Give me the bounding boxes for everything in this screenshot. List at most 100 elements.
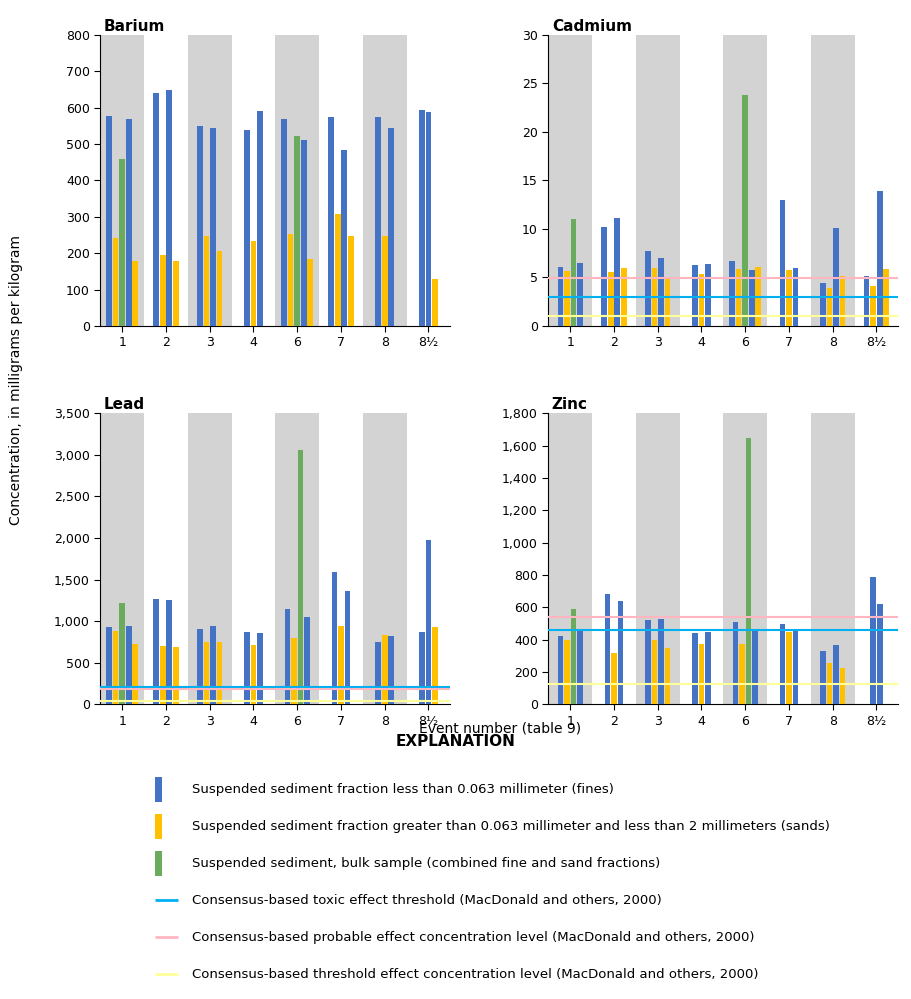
Bar (620, 268, 626, 326)
Bar (792, 630, 797, 704)
Bar (338, 626, 343, 704)
Bar (752, 629, 757, 704)
Text: Concentration, in milligrams per kilogram: Concentration, in milligrams per kilogra… (9, 235, 24, 524)
Bar (577, 630, 582, 704)
Bar (745, 438, 751, 704)
Bar (257, 632, 262, 704)
Text: Zinc: Zinc (551, 398, 588, 413)
Bar (126, 626, 131, 704)
Bar (607, 272, 613, 326)
Bar (344, 590, 350, 704)
Text: Barium: Barium (104, 19, 165, 34)
Bar (883, 269, 888, 326)
Bar (153, 93, 159, 326)
Bar (375, 117, 381, 326)
Bar (132, 261, 138, 326)
Bar (210, 626, 216, 704)
Bar (173, 261, 179, 326)
Bar (244, 632, 250, 704)
Bar (722, 414, 766, 704)
Bar (251, 241, 256, 326)
Bar (304, 617, 310, 704)
Bar (288, 234, 293, 326)
Bar (106, 116, 112, 326)
Bar (742, 95, 747, 326)
Bar (869, 286, 875, 326)
Bar (839, 668, 844, 704)
Bar (126, 119, 131, 326)
Bar (833, 645, 838, 704)
Bar (779, 624, 784, 704)
Bar (704, 632, 710, 704)
Bar (363, 414, 406, 704)
Bar (833, 228, 838, 326)
Bar (382, 635, 387, 704)
Bar (275, 414, 319, 704)
Bar (217, 252, 222, 326)
Bar (113, 631, 118, 704)
Bar (825, 288, 832, 326)
Bar (341, 150, 347, 326)
Bar (548, 414, 591, 704)
Bar (294, 137, 300, 326)
Bar (363, 35, 406, 326)
Bar (635, 414, 679, 704)
Bar (106, 627, 112, 704)
Bar (159, 646, 165, 704)
Bar (563, 640, 569, 704)
Bar (810, 414, 854, 704)
Bar (563, 271, 569, 326)
Bar (839, 276, 844, 326)
Bar (557, 267, 563, 326)
Bar (617, 600, 622, 704)
Text: Consensus-based threshold effect concentration level (MacDonald and others, 2000: Consensus-based threshold effect concent… (191, 967, 757, 981)
Bar (281, 119, 287, 326)
Bar (557, 636, 563, 704)
Bar (418, 110, 425, 326)
Bar (301, 140, 306, 326)
Bar (748, 270, 753, 326)
Bar (658, 258, 663, 326)
Bar (664, 647, 670, 704)
Bar (570, 219, 576, 326)
Bar (722, 35, 766, 326)
Bar (735, 269, 741, 326)
Bar (754, 267, 761, 326)
Bar (197, 126, 202, 326)
Bar (307, 259, 312, 326)
Bar (297, 451, 303, 704)
Text: Consensus-based probable effect concentration level (MacDonald and others, 2000): Consensus-based probable effect concentr… (191, 930, 753, 944)
Bar (425, 540, 431, 704)
Bar (284, 609, 290, 704)
Bar (610, 652, 616, 704)
Bar (704, 264, 710, 326)
Text: EXPLANATION: EXPLANATION (395, 734, 516, 749)
Bar (210, 128, 216, 326)
Text: Suspended sediment fraction greater than 0.063 millimeter and less than 2 millim: Suspended sediment fraction greater than… (191, 819, 828, 833)
Bar (188, 414, 231, 704)
Bar (119, 159, 125, 326)
Bar (785, 270, 791, 326)
Bar (570, 609, 576, 704)
Bar (100, 35, 144, 326)
Bar (275, 35, 319, 326)
Bar (432, 279, 437, 326)
Text: Suspended sediment, bulk sample (combined fine and sand fractions): Suspended sediment, bulk sample (combine… (191, 856, 659, 870)
Bar (779, 200, 784, 326)
Bar (100, 414, 144, 704)
Bar (729, 261, 734, 326)
Bar (166, 600, 172, 704)
Bar (188, 35, 231, 326)
Bar (203, 236, 209, 326)
Bar (257, 111, 262, 326)
Bar (432, 627, 437, 704)
Bar (388, 636, 394, 704)
Bar (691, 265, 697, 326)
Bar (382, 236, 387, 326)
Bar (197, 629, 202, 704)
Text: Consensus-based toxic effect threshold (MacDonald and others, 2000): Consensus-based toxic effect threshold (… (191, 893, 660, 907)
Bar (691, 633, 697, 704)
Bar (203, 642, 209, 704)
Bar (869, 577, 875, 704)
Text: Suspended sediment fraction less than 0.063 millimeter (fines): Suspended sediment fraction less than 0.… (191, 782, 613, 796)
